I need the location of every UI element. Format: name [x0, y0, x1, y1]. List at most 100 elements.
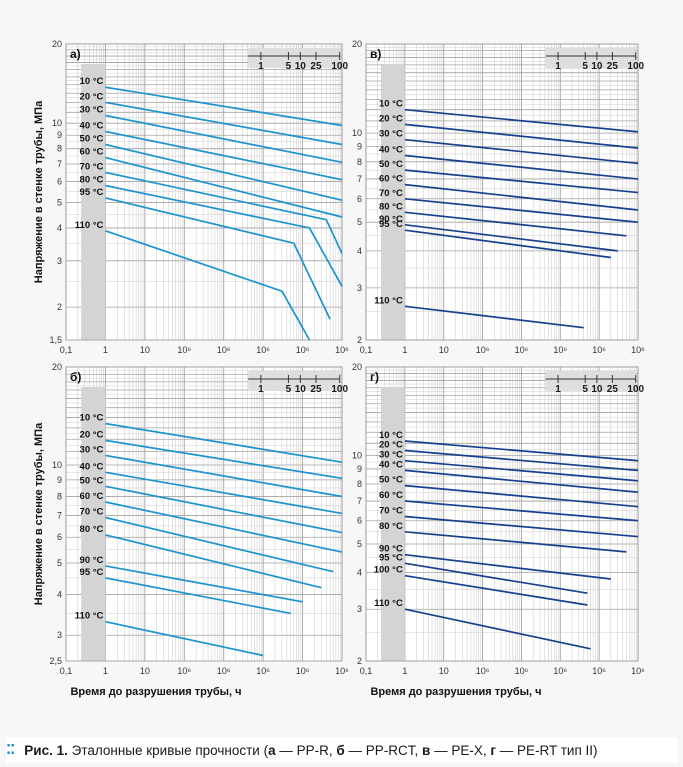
series-line [404, 515, 639, 538]
y-tick-label: 8 [357, 479, 362, 489]
series-line [105, 565, 303, 603]
series-label: 60 °C [379, 490, 403, 501]
y-tick-label: 10 [52, 118, 62, 128]
series-label: 50 °C [80, 475, 104, 486]
x-tick-label: 10⁶ [256, 345, 270, 355]
series-line [105, 620, 264, 657]
y-axis: 20 10 9 8 7 6 5 4 3 2 1,5 [49, 39, 62, 345]
caption-key-b: б [336, 742, 345, 758]
y-tick-label: 4 [357, 246, 362, 256]
caption-text-a: — PP-R, [275, 742, 337, 758]
series-line [404, 154, 639, 180]
panel-label: г) [370, 370, 379, 384]
series-line [404, 229, 611, 259]
series-line [105, 516, 334, 573]
y-tick-label: 7 [57, 159, 62, 169]
y-tick-label: 20 [52, 39, 62, 49]
caption-bullet-icon: ⁚⁚ [6, 742, 15, 757]
y-tick-label: 9 [57, 475, 62, 485]
x-tick-label: 10⁶ [631, 345, 645, 355]
years-tick-label: 5 [286, 384, 292, 395]
series-line [404, 553, 611, 580]
series-line [404, 500, 639, 522]
x-tick-label: 0,1 [360, 345, 373, 355]
x-tick-label: 10⁶ [592, 666, 606, 676]
x-tick-label: 10⁶ [256, 666, 270, 676]
x-axis: 0,1 1 10 10⁶ 10⁶ 10⁶ 10⁶ 10⁶ [360, 345, 645, 355]
y-tick-label: 1,5 [49, 335, 62, 345]
x-tick-label: 1 [103, 345, 108, 355]
series-label: 50 °C [80, 134, 104, 145]
x-tick-label: 10 [439, 666, 449, 676]
caption-text-v: — PE-X, [430, 742, 491, 758]
series-line [105, 501, 343, 553]
x-tick-label: 10⁶ [592, 345, 606, 355]
series-line [404, 197, 639, 224]
y-tick-label: 2,5 [49, 656, 62, 666]
y-tick-label: 20 [352, 362, 362, 372]
series-line [404, 169, 639, 194]
x-tick-label: 10⁶ [553, 345, 567, 355]
series-line [105, 156, 343, 218]
years-tick-label: 100 [627, 61, 644, 72]
plot-frame [365, 366, 639, 662]
series-label: 50 °C [379, 475, 403, 486]
caption-text-g: — PE-RT тип II) [495, 742, 598, 758]
x-tick-label: 10⁶ [177, 345, 191, 355]
series-label: 95 °C [379, 552, 403, 563]
series-line [404, 223, 618, 252]
figure-caption: ⁚⁚ Рис. 1. Эталонные кривые прочности ( … [6, 737, 678, 763]
x-tick-label: 10 [140, 345, 150, 355]
series-line [105, 439, 343, 480]
series-label: 40 °C [379, 459, 403, 470]
series-label: 40 °C [80, 121, 104, 132]
caption-key-a: а [268, 742, 276, 758]
series-line [404, 305, 584, 329]
series-label: 95 °C [80, 187, 104, 198]
years-tick-label: 10 [295, 384, 307, 395]
label-band [380, 64, 405, 340]
x-tick-label: 1 [402, 666, 407, 676]
series-line [105, 471, 343, 515]
y-tick-label: 4 [57, 223, 62, 233]
y-axis-title: Напряжение в стенке трубы, МПа [33, 100, 45, 283]
caption-text-b: — PP-RCT, [344, 742, 422, 758]
series-line [404, 440, 639, 462]
series-line [105, 454, 343, 498]
series-label: 40 °C [379, 145, 403, 156]
years-tick-label: 5 [286, 61, 292, 72]
y-tick-label: 4 [57, 590, 62, 600]
years-scale: 1 5 10 25 100 [248, 371, 349, 395]
x-axis: 0,1 1 10 10⁶ 10⁶ 10⁶ 10⁶ 10⁶ [60, 666, 349, 676]
years-scale-bg [248, 371, 340, 391]
series-label: 100 °C [374, 565, 403, 576]
x-tick-label: 0,1 [60, 345, 73, 355]
series-line [404, 449, 639, 472]
y-axis-title: Напряжение в стенке трубы, МПа [33, 422, 45, 605]
x-tick-label: 10⁶ [553, 666, 567, 676]
years-tick-label: 100 [331, 61, 348, 72]
series-label: 70 °C [80, 161, 104, 172]
series-label: 60 °C [379, 174, 403, 185]
x-tick-label: 10⁶ [631, 666, 645, 676]
years-scale: 1 5 10 25 100 [545, 371, 645, 395]
caption-prefix: Рис. 1. [24, 742, 68, 758]
series-label: 60 °C [80, 491, 104, 502]
years-tick-label: 100 [627, 384, 644, 395]
y-tick-label: 5 [57, 197, 62, 207]
years-tick-label: 1 [258, 384, 264, 395]
series-line [105, 422, 343, 464]
years-tick-label: 5 [582, 61, 588, 72]
years-tick-label: 5 [582, 384, 588, 395]
y-tick-label: 8 [357, 157, 362, 167]
x-tick-label: 10⁶ [515, 666, 529, 676]
x-tick-label: 10⁶ [515, 345, 529, 355]
years-scale: 1 5 10 25 100 [545, 48, 645, 72]
y-tick-label: 3 [57, 256, 62, 266]
series-label: 90 °C [379, 544, 403, 555]
y-tick-label: 7 [357, 496, 362, 506]
